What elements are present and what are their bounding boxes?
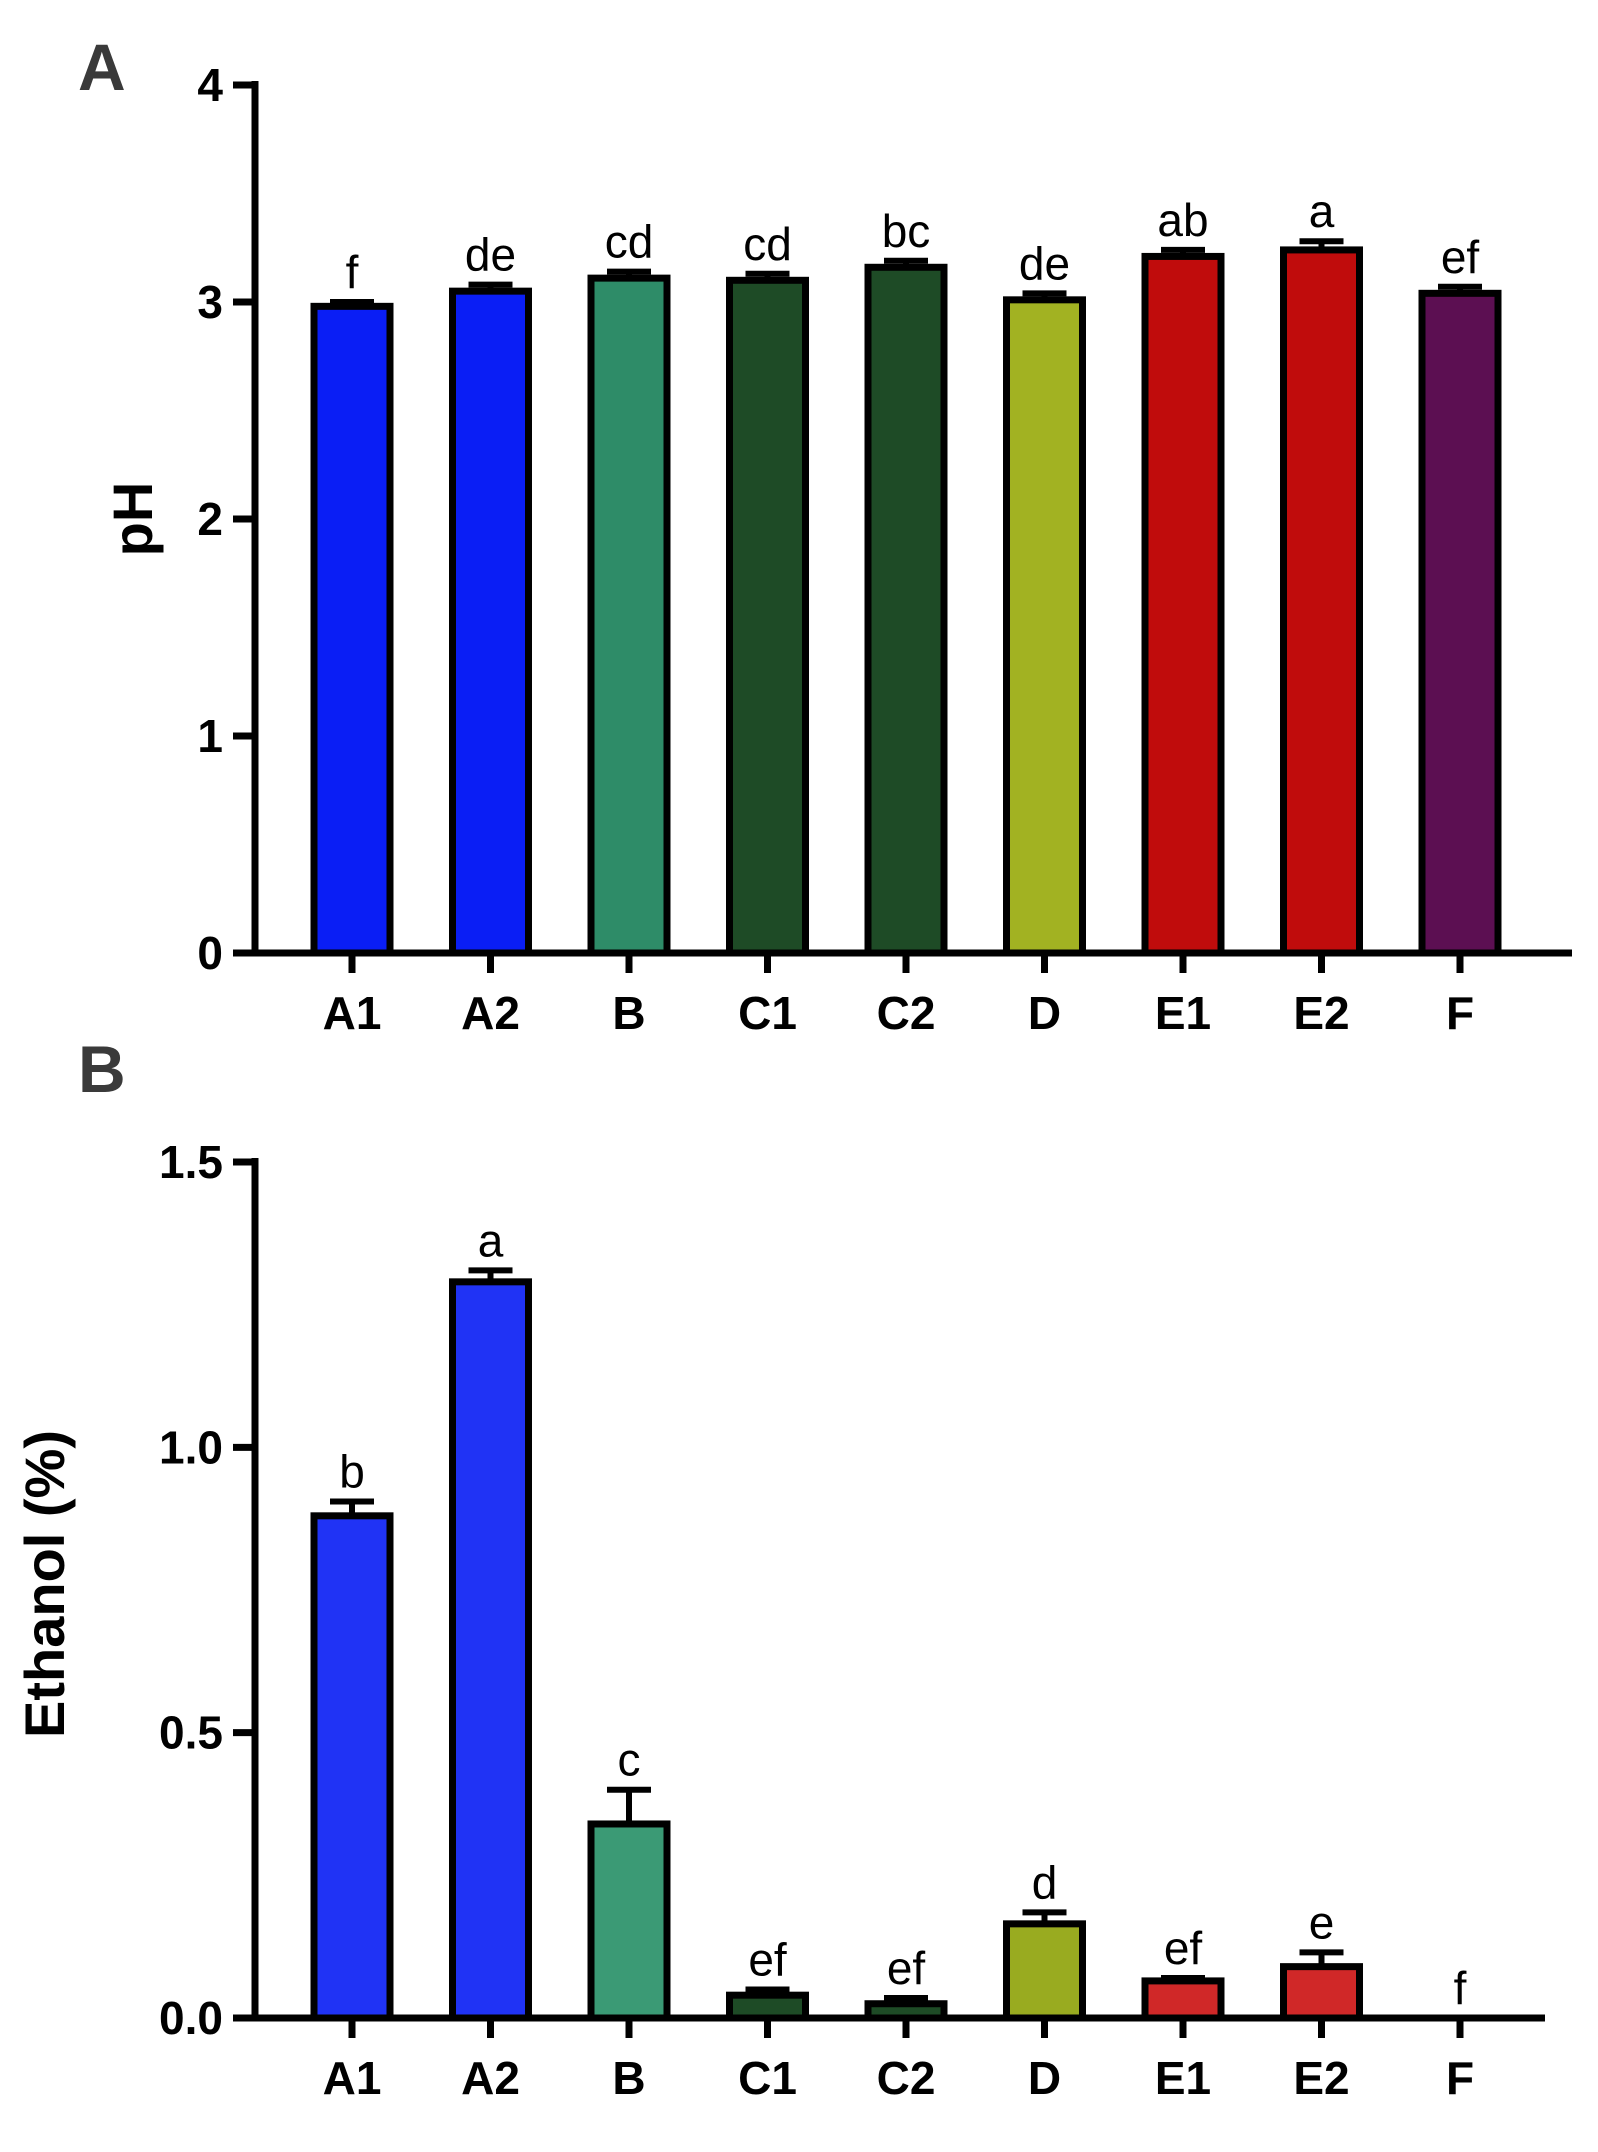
panel-b-y-tick-label: 1.0	[159, 1421, 223, 1473]
panel-b-x-tick-label: B	[612, 2052, 645, 2104]
panel-a-x-tick-label: C1	[738, 987, 797, 1039]
panel-a-significance-label: de	[1019, 237, 1070, 289]
panel-b-x-tick-label: F	[1446, 2052, 1474, 2104]
panel-b-significance-label: a	[478, 1214, 504, 1266]
panel-a-bar-b	[587, 274, 671, 957]
panel-a-x-tick-label: A1	[323, 987, 382, 1039]
panel-a-x-tick-label: B	[612, 987, 645, 1039]
panel-a-significance-label: ef	[1441, 231, 1480, 283]
panel-b-bar-c1	[726, 1991, 809, 2022]
panel-a-significance-label: cd	[743, 218, 792, 270]
panel-b-significance-label: b	[339, 1446, 365, 1498]
panel-a-bar-d	[1003, 296, 1086, 957]
panel-a-bar-e1	[1141, 252, 1225, 957]
panel-a-y-tick-label: 1	[197, 710, 223, 762]
panel-b-x-tick-label: E2	[1293, 2052, 1349, 2104]
panel-a-significance-label: f	[346, 246, 359, 298]
panel-b-chart: B Ethanol (%) 0.00.51.01.5bA1aA2cBefC1ef…	[13, 1032, 1545, 2104]
panel-b-significance-label: ef	[748, 1933, 787, 1985]
panel-a-x-tick-label: E2	[1293, 987, 1349, 1039]
panel-a-y-tick-label: 0	[197, 927, 223, 979]
panel-b-significance-label: c	[618, 1734, 641, 1786]
panel-b-ylabel: Ethanol (%)	[13, 1430, 76, 1738]
panel-b-bar-b	[587, 1820, 671, 2022]
panel-b-bar-c2	[864, 2000, 948, 2022]
panel-b-x-tick-label: E1	[1155, 2052, 1211, 2104]
panel-a-x-tick-label: C2	[877, 987, 936, 1039]
panel-b-significance-label: ef	[1164, 1922, 1203, 1974]
panel-a-bar-f	[1418, 289, 1502, 957]
panel-a-bar-a1	[310, 302, 394, 957]
panel-a-y-tick-label: 4	[197, 59, 223, 111]
panel-a-y-tick-label: 3	[197, 276, 223, 328]
panel-a-significance-label: cd	[605, 216, 654, 268]
panel-a-bar-c1	[726, 276, 809, 957]
panel-a-x-tick-label: A2	[461, 987, 520, 1039]
panel-a-bar-e2	[1280, 246, 1363, 957]
panel-b-significance-label: f	[1454, 1962, 1467, 2014]
panel-b-bar-e2	[1280, 1963, 1363, 2022]
panel-b-x-tick-label: A2	[461, 2052, 520, 2104]
panel-a-chart: A pH 0 1 2 3 4 f A1 de A2 cd Bcd C1 bc C2 de Dab E1 a E2 ef…	[78, 30, 1572, 1039]
panel-a-significance-label: de	[465, 229, 516, 281]
panel-b-x-tick-label: C1	[738, 2052, 797, 2104]
panel-b-x-tick-label: D	[1028, 2052, 1061, 2104]
panel-a-x-tick-label: D	[1028, 987, 1061, 1039]
panel-a-bar-a2	[449, 287, 532, 957]
panel-b-significance-label: e	[1309, 1896, 1335, 1948]
panel-b-letter: B	[78, 1032, 126, 1106]
panel-a-significance-label: ab	[1157, 194, 1208, 246]
panel-a-x-tick-label: F	[1446, 987, 1474, 1039]
panel-a-significance-label: a	[1309, 185, 1335, 237]
panel-b-significance-label: ef	[887, 1942, 926, 1994]
panel-b-bar-d	[1003, 1920, 1086, 2022]
panel-b-bar-a2	[449, 1278, 532, 2022]
panel-b-y-tick-label: 0.5	[159, 1707, 223, 1759]
panel-a-letter: A	[78, 30, 126, 104]
panel-b-y-tick-label: 0.0	[159, 1992, 223, 2044]
panel-b-y-tick-label: 1.5	[159, 1136, 223, 1188]
panel-a-ylabel: pH	[101, 482, 164, 557]
panel-b-significance-label: d	[1032, 1856, 1058, 1908]
panel-a-x-tick-label: E1	[1155, 987, 1211, 1039]
panel-b-x-tick-label: C2	[877, 2052, 936, 2104]
panel-b-bar-a1	[310, 1512, 394, 2022]
panel-a-significance-label: bc	[882, 205, 931, 257]
panel-a-y-tick-label: 2	[197, 493, 223, 545]
panel-b-bar-e1	[1141, 1977, 1225, 2022]
panel-b-x-tick-label: A1	[323, 2052, 382, 2104]
panel-a-bar-c2	[864, 263, 948, 957]
